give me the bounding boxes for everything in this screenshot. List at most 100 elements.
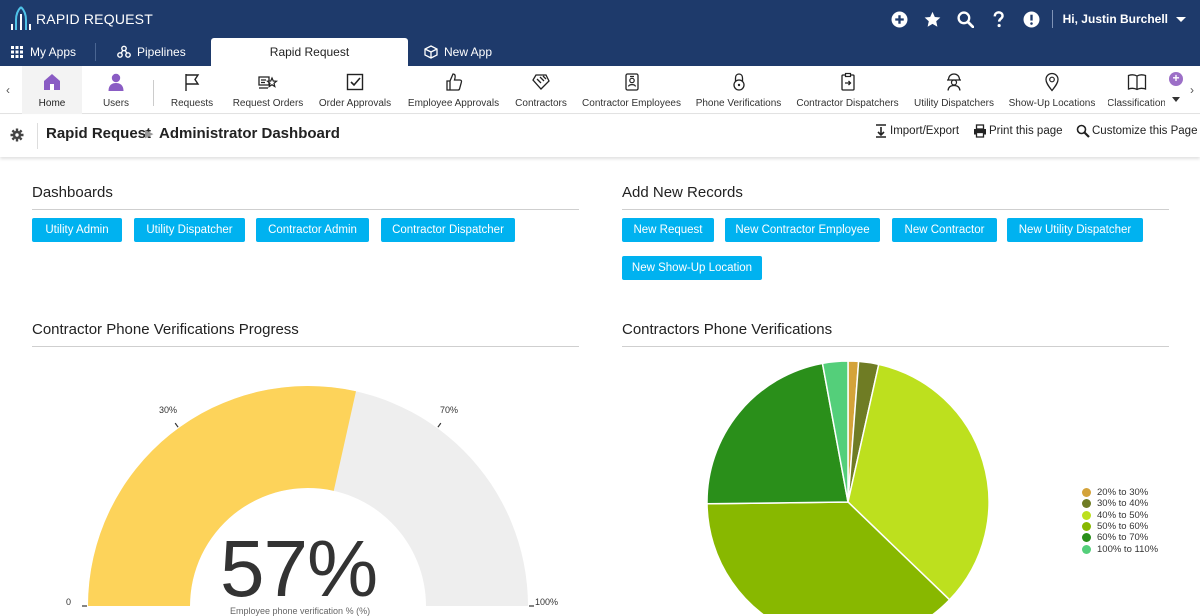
tab-new-app[interactable]: New App xyxy=(424,38,492,66)
gauge-title: Contractor Phone Verifications Progress xyxy=(32,321,299,338)
action-label: Customize this Page xyxy=(1092,125,1198,137)
new-contractor-button[interactable]: New Contractor xyxy=(892,218,997,242)
nav-item-phone-verifications[interactable]: Phone Verifications xyxy=(693,66,784,114)
chevron-down-icon[interactable] xyxy=(1176,16,1186,22)
legend-item[interactable]: 40% to 50% xyxy=(1082,510,1158,521)
tab-label: New App xyxy=(444,45,493,59)
pie-slice-4[interactable] xyxy=(706,501,951,614)
nav-label: Employee Approvals xyxy=(407,98,500,109)
app-tabs: My Apps Pipelines Rapid Request New App xyxy=(0,38,1200,66)
top-divider xyxy=(1051,10,1053,28)
nav-item-contractor-dispatchers[interactable]: Contractor Dispatchers xyxy=(794,66,901,114)
chevron-down-icon[interactable] xyxy=(1172,97,1180,102)
star-icon[interactable] xyxy=(916,0,949,38)
print-button[interactable]: Print this page xyxy=(973,124,1063,138)
utility-admin-button[interactable]: Utility Admin xyxy=(32,218,122,242)
tab-label: My Apps xyxy=(30,45,77,59)
tab-my-apps[interactable]: My Apps xyxy=(10,38,76,66)
legend-item[interactable]: 30% to 40% xyxy=(1082,498,1158,509)
add-records-title: Add New Records xyxy=(622,184,743,201)
gauge-tick-30 xyxy=(174,422,179,428)
new-show-up-location-button[interactable]: New Show-Up Location xyxy=(622,256,762,280)
tab-label: Rapid Request xyxy=(269,45,350,59)
new-utility-dispatcher-button[interactable]: New Utility Dispatcher xyxy=(1007,218,1143,242)
nav-label: Classification xyxy=(1108,98,1165,109)
breadcrumb-root[interactable]: Rapid Request xyxy=(46,125,152,142)
nav-divider xyxy=(153,80,154,106)
legend-swatch xyxy=(1082,544,1091,554)
new-request-button[interactable]: New Request xyxy=(622,218,714,242)
search-icon[interactable] xyxy=(949,0,982,38)
nav-item-contractors[interactable]: Contractors xyxy=(511,66,571,114)
pie-slice-5[interactable] xyxy=(706,362,849,505)
tab-divider xyxy=(95,43,96,61)
legend-item[interactable]: 20% to 30% xyxy=(1082,487,1158,498)
action-label: Import/Export xyxy=(890,125,960,137)
nav-item-utility-dispatchers[interactable]: Utility Dispatchers xyxy=(910,66,998,114)
nav-item-home[interactable]: Home xyxy=(22,66,82,114)
contractor-admin-button[interactable]: Contractor Admin xyxy=(256,218,369,242)
contractor-dispatcher-button[interactable]: Contractor Dispatcher xyxy=(381,218,515,242)
legend-label: 20% to 30% xyxy=(1097,487,1149,499)
pipeline-icon xyxy=(117,45,131,58)
import-export-button[interactable]: Import/Export xyxy=(874,124,959,138)
pie-slice-6[interactable] xyxy=(821,360,849,503)
legend-item[interactable]: 50% to 60% xyxy=(1082,521,1158,532)
tab-pipelines[interactable]: Pipelines xyxy=(117,38,186,66)
utility-dispatcher-button[interactable]: Utility Dispatcher xyxy=(134,218,245,242)
handshake-icon xyxy=(532,74,550,90)
map-pin-icon xyxy=(1045,72,1059,92)
gauge-fill xyxy=(88,386,356,606)
alert-icon[interactable] xyxy=(1015,0,1048,38)
help-icon[interactable] xyxy=(982,0,1015,38)
nav-label: Contractor Dispatchers xyxy=(796,98,899,109)
badge-icon xyxy=(624,73,639,91)
plus-circle-icon[interactable] xyxy=(883,0,916,38)
book-icon xyxy=(1127,74,1146,91)
app-logo[interactable]: RAPID REQUEST xyxy=(10,6,153,32)
box-icon xyxy=(424,45,438,59)
nav-item-users[interactable]: Users xyxy=(90,66,142,114)
import-export-icon xyxy=(876,124,886,138)
gauge-tick-label-70: 70% xyxy=(440,405,459,415)
divider xyxy=(37,123,38,149)
nav-scroll-right[interactable]: › xyxy=(1190,83,1194,97)
nav-item-contractor-employees[interactable]: Contractor Employees xyxy=(580,66,683,114)
pie-legend: 20% to 30% 30% to 40% 40% to 50% 50% to 60%… xyxy=(1082,487,1158,555)
clipboard-icon xyxy=(840,72,855,91)
nav-label: Show-Up Locations xyxy=(1008,98,1096,109)
breadcrumb-bar: Rapid Request ▶ Administrator Dashboard … xyxy=(0,115,1200,157)
legend-item[interactable]: 100% to 110% xyxy=(1082,543,1159,555)
nav-label: Contractors xyxy=(515,98,567,109)
new-contractor-employee-button[interactable]: New Contractor Employee xyxy=(725,218,880,242)
nav-scroll-left[interactable]: ‹ xyxy=(6,83,10,97)
legend-swatch xyxy=(1082,510,1091,520)
grid-icon xyxy=(11,46,23,58)
divider xyxy=(622,209,1169,210)
divider xyxy=(622,346,1169,347)
legend-swatch xyxy=(1082,488,1091,498)
divider xyxy=(32,209,579,210)
nav-item-show-up-locations[interactable]: Show-Up Locations xyxy=(1007,66,1097,114)
add-nav-item-button[interactable]: + xyxy=(1169,72,1183,86)
user-menu[interactable]: Hi, Justin Burchell xyxy=(1062,12,1168,26)
pie-slice-3[interactable] xyxy=(847,363,990,601)
nav-item-requests[interactable]: Requests xyxy=(166,66,218,114)
gauge-tick-label-0: 0 xyxy=(66,597,72,607)
legend-label: 100% to 110% xyxy=(1097,543,1159,555)
checkbox-icon xyxy=(346,73,364,91)
legend-item[interactable]: 60% to 70% xyxy=(1082,532,1158,543)
flag-icon xyxy=(185,74,200,91)
legend-label: 30% to 40% xyxy=(1097,498,1149,510)
customize-page-button[interactable]: Customize this Page xyxy=(1076,124,1197,138)
chevron-right-icon: ▶ xyxy=(145,128,154,140)
nav-item-classification[interactable]: Classification xyxy=(1108,66,1165,114)
nav-label: Utility Dispatchers xyxy=(913,98,995,109)
app-nav-bar: ‹ Home Users Requests Request Orders Ord… xyxy=(0,66,1200,114)
nav-item-employee-approvals[interactable]: Employee Approvals xyxy=(405,66,502,114)
nav-item-request-orders[interactable]: Request Orders xyxy=(230,66,306,114)
gauge-subtitle: Employee phone verification % (%) xyxy=(230,606,371,616)
gear-icon[interactable] xyxy=(10,128,24,142)
tab-rapid-request[interactable]: Rapid Request xyxy=(211,38,408,66)
nav-item-order-approvals[interactable]: Order Approvals xyxy=(315,66,395,114)
